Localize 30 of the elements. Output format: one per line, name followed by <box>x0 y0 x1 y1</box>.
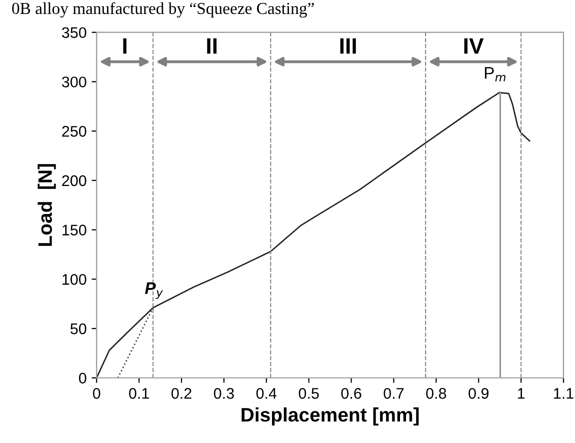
x-tick-label: 0 <box>92 388 100 399</box>
y-axis-title: Load [N] <box>38 164 56 246</box>
annotation: P$_{y}$ <box>145 282 164 300</box>
x-tick-label: 0.5 <box>298 388 319 399</box>
text: 0B alloy manufactured by “Squeeze Casting” <box>12 2 314 18</box>
x-tick-label: 0.7 <box>384 388 404 399</box>
x-tick-label: 1 <box>518 388 525 399</box>
y-tick-label: 350 <box>62 27 86 38</box>
annotation: P$_{m}$ <box>484 67 506 82</box>
y-tick-label: 250 <box>62 126 86 137</box>
annotation: III <box>340 38 356 54</box>
x-tick-label: 0.6 <box>341 388 362 399</box>
y-tick-label: 100 <box>62 274 86 285</box>
x-tick-label: 0.9 <box>468 388 489 399</box>
x-tick-label: 0.3 <box>214 388 234 399</box>
x-axis-title: Displacement [mm] <box>242 407 419 426</box>
annotation: IV <box>464 38 484 54</box>
y-tick-label: 200 <box>62 175 86 186</box>
x-tick-label: 1.1 <box>554 388 574 399</box>
annotation: I <box>123 38 126 54</box>
y-tick-label: 50 <box>70 323 86 334</box>
x-tick-label: 0.8 <box>426 388 446 399</box>
y-tick-label: 150 <box>62 224 86 236</box>
x-tick-label: 0.4 <box>256 388 277 399</box>
x-tick-label: 0.2 <box>171 388 192 399</box>
y-tick-label: 0 <box>78 372 86 384</box>
line-series <box>96 92 530 378</box>
annotation: II <box>207 38 217 54</box>
x-tick-label: 0.1 <box>129 388 149 399</box>
y-tick-label: 300 <box>62 76 86 88</box>
